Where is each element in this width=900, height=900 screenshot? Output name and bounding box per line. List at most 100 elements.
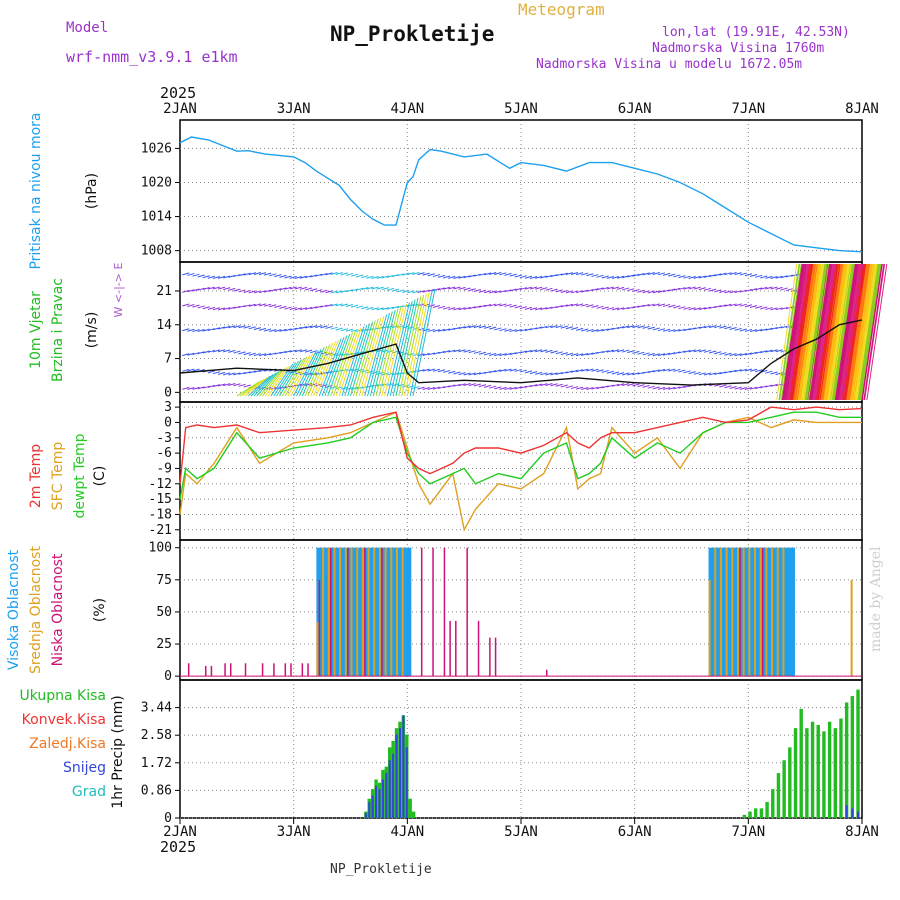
wind-barb: [376, 371, 384, 375]
high-cloud-bar: [717, 547, 722, 677]
wind-barb: [719, 304, 727, 308]
wind-barb: [519, 385, 528, 389]
wind-barb: [809, 263, 831, 401]
wind-barb: [673, 305, 681, 309]
wind-barb: [708, 350, 717, 354]
wind-barb: [535, 286, 543, 290]
wind-barb: [570, 327, 579, 331]
wind-barb: [294, 286, 302, 290]
wind-barb: [294, 326, 302, 330]
wind-barb: [575, 272, 584, 276]
wind-barb: [586, 273, 594, 277]
wind-barb: [719, 352, 727, 356]
high-cloud-bar: [341, 547, 346, 677]
wind-barb: [678, 275, 686, 279]
wind-barb: [356, 287, 364, 291]
wind-barb: [212, 349, 221, 353]
wind-barb: [483, 272, 492, 276]
wind-barb: [270, 363, 294, 397]
wind-barb: [770, 349, 778, 353]
high-cloud-bar: [393, 547, 398, 677]
wind-barb: [724, 370, 732, 374]
wind-barb: [755, 386, 763, 390]
wind-barb: [504, 272, 512, 276]
wind-barb: [652, 303, 660, 307]
wind-barb: [840, 263, 862, 401]
wind-barb: [739, 386, 747, 390]
wind-barb: [514, 329, 522, 333]
wind-barb: [749, 351, 758, 355]
wind-barb: [668, 386, 676, 390]
time-tick-label-bottom: 6JAN: [618, 824, 652, 840]
wind-barb: [294, 307, 302, 311]
wind-barb: [775, 286, 783, 290]
wind-barb: [504, 352, 512, 356]
wind-barb: [744, 273, 753, 277]
wind-barb: [673, 287, 681, 291]
snow-bar: [371, 795, 374, 818]
wind-barb: [785, 288, 793, 292]
wind-barb: [376, 383, 384, 387]
wind-barb: [187, 352, 195, 356]
wind-barb: [581, 289, 589, 293]
wind-barb: [855, 263, 877, 401]
wind-barb: [834, 263, 856, 401]
wind-barb: [262, 368, 285, 397]
wind-barb: [258, 353, 267, 357]
wind-barb: [355, 318, 379, 397]
wind-barb: [519, 306, 528, 310]
wind-barb: [749, 329, 758, 333]
wind-barb: [453, 383, 461, 387]
wind-barb: [404, 293, 427, 397]
wind-barb: [781, 263, 803, 401]
wind-barb: [744, 328, 753, 332]
wind-barb: [606, 349, 614, 353]
wind-barb: [622, 306, 630, 310]
wind-barb: [494, 369, 502, 373]
wind-barb: [239, 380, 262, 397]
wind-barb: [657, 353, 666, 357]
wind-barb: [627, 383, 635, 387]
wind-barb: [821, 263, 843, 401]
wind-barb: [831, 263, 853, 401]
wind-barb: [223, 383, 231, 387]
wind-barb: [217, 307, 226, 311]
wind-barb: [535, 383, 543, 387]
high-cloud-bar: [788, 547, 793, 677]
wind-barb: [637, 384, 645, 388]
wind-barb: [529, 307, 538, 311]
time-tick-label-bottom: 5JAN: [504, 824, 538, 840]
wind-barb: [274, 288, 282, 292]
wind-barb: [652, 353, 660, 357]
wind-barb: [565, 290, 574, 294]
wind-barb: [212, 286, 221, 290]
wind-barb: [632, 383, 640, 387]
wind-barb: [448, 286, 456, 290]
wind-barb: [509, 273, 517, 277]
wind-barb: [632, 289, 640, 292]
high-cloud-bar: [330, 547, 335, 677]
wind-barb: [453, 275, 461, 279]
wind-barb: [637, 304, 645, 308]
wind-barb: [540, 349, 548, 353]
wind-barb: [372, 309, 396, 397]
wind-barb: [683, 306, 691, 310]
wind-barb: [776, 263, 798, 401]
wind-barb: [778, 263, 800, 401]
high-cloud-bar: [711, 547, 716, 677]
wind-barb: [678, 385, 686, 389]
wind-barb: [217, 371, 226, 375]
wind-barb: [647, 370, 655, 374]
wind-barbs: [182, 263, 888, 401]
wind-barb: [263, 289, 272, 293]
wind-barb: [622, 372, 630, 376]
wind-barb: [708, 274, 717, 278]
wind-barb: [182, 368, 190, 372]
elevation-text: Nadmorska Visina 1760m: [652, 41, 825, 56]
wind-barb: [591, 305, 599, 308]
high-cloud-bar: [364, 547, 369, 677]
wind-barb: [238, 371, 246, 375]
high-cloud-bar: [768, 547, 773, 677]
wind-barb: [693, 371, 701, 375]
wind-barb: [714, 351, 722, 355]
